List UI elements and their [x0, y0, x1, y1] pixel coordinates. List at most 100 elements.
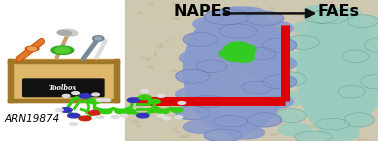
Ellipse shape: [326, 135, 333, 136]
Ellipse shape: [293, 21, 327, 35]
Ellipse shape: [310, 10, 348, 24]
Ellipse shape: [329, 1, 333, 3]
Ellipse shape: [338, 67, 365, 80]
Circle shape: [56, 109, 63, 111]
Ellipse shape: [280, 51, 286, 52]
Ellipse shape: [211, 7, 215, 9]
Ellipse shape: [361, 34, 365, 36]
Ellipse shape: [347, 68, 353, 70]
Ellipse shape: [335, 56, 342, 57]
Ellipse shape: [250, 59, 254, 61]
Ellipse shape: [234, 13, 239, 14]
Ellipse shape: [314, 125, 322, 127]
Ellipse shape: [239, 66, 242, 68]
Ellipse shape: [241, 53, 246, 56]
Ellipse shape: [178, 117, 183, 119]
Ellipse shape: [322, 104, 328, 106]
Ellipse shape: [276, 92, 306, 106]
Ellipse shape: [218, 6, 225, 8]
Ellipse shape: [348, 15, 378, 27]
Ellipse shape: [299, 110, 301, 112]
Ellipse shape: [367, 69, 372, 71]
Text: Toolbox: Toolbox: [49, 84, 77, 92]
Ellipse shape: [293, 129, 297, 132]
Bar: [8, 99, 119, 102]
Text: NAPEs: NAPEs: [173, 5, 231, 19]
Ellipse shape: [281, 84, 288, 86]
Ellipse shape: [167, 106, 170, 107]
Ellipse shape: [204, 9, 249, 25]
Circle shape: [150, 100, 158, 103]
Ellipse shape: [176, 106, 210, 120]
Ellipse shape: [333, 104, 363, 116]
Ellipse shape: [230, 49, 254, 61]
Bar: [11, 62, 115, 99]
Ellipse shape: [154, 52, 157, 56]
Ellipse shape: [279, 57, 285, 60]
Ellipse shape: [160, 10, 164, 13]
Ellipse shape: [185, 134, 191, 136]
Ellipse shape: [302, 13, 308, 16]
Ellipse shape: [204, 129, 242, 141]
Ellipse shape: [266, 100, 271, 103]
Ellipse shape: [270, 7, 274, 10]
Ellipse shape: [337, 25, 340, 27]
Ellipse shape: [248, 20, 256, 21]
Ellipse shape: [232, 84, 239, 86]
Ellipse shape: [148, 2, 153, 5]
Ellipse shape: [174, 114, 178, 116]
Circle shape: [137, 113, 149, 118]
Circle shape: [148, 99, 160, 104]
Ellipse shape: [201, 14, 203, 15]
Ellipse shape: [303, 8, 312, 10]
Ellipse shape: [160, 135, 167, 138]
Ellipse shape: [287, 100, 292, 103]
Ellipse shape: [307, 57, 313, 60]
Ellipse shape: [214, 116, 248, 127]
Ellipse shape: [332, 17, 338, 20]
Ellipse shape: [147, 90, 153, 91]
Ellipse shape: [270, 134, 277, 135]
Ellipse shape: [212, 45, 218, 46]
Ellipse shape: [343, 92, 345, 94]
FancyBboxPatch shape: [23, 79, 104, 97]
Circle shape: [163, 117, 170, 120]
Ellipse shape: [210, 35, 214, 37]
Ellipse shape: [138, 12, 143, 14]
Circle shape: [173, 109, 181, 111]
Ellipse shape: [361, 75, 378, 89]
Ellipse shape: [336, 7, 339, 9]
Ellipse shape: [256, 57, 264, 59]
Circle shape: [175, 116, 183, 118]
Ellipse shape: [245, 53, 250, 55]
Ellipse shape: [150, 41, 155, 43]
Ellipse shape: [345, 55, 347, 56]
Ellipse shape: [297, 9, 300, 12]
Text: ARN19874: ARN19874: [5, 114, 60, 124]
Ellipse shape: [232, 105, 239, 108]
Ellipse shape: [295, 131, 333, 141]
Ellipse shape: [95, 37, 101, 40]
Ellipse shape: [335, 41, 337, 43]
Bar: [125, 0, 378, 141]
Circle shape: [55, 47, 70, 53]
Ellipse shape: [276, 72, 306, 86]
Circle shape: [70, 114, 77, 117]
Ellipse shape: [357, 139, 366, 140]
Circle shape: [139, 114, 147, 117]
Ellipse shape: [339, 84, 344, 87]
Text: FAEs: FAEs: [317, 5, 359, 19]
Circle shape: [124, 109, 136, 114]
Ellipse shape: [193, 95, 223, 108]
Ellipse shape: [152, 113, 155, 114]
Ellipse shape: [296, 83, 300, 84]
Ellipse shape: [278, 16, 285, 17]
Ellipse shape: [283, 60, 289, 62]
Ellipse shape: [176, 87, 210, 102]
Circle shape: [115, 109, 127, 114]
Ellipse shape: [359, 104, 364, 106]
Ellipse shape: [350, 26, 357, 28]
Ellipse shape: [220, 128, 224, 131]
Circle shape: [157, 109, 169, 114]
Ellipse shape: [211, 91, 218, 93]
